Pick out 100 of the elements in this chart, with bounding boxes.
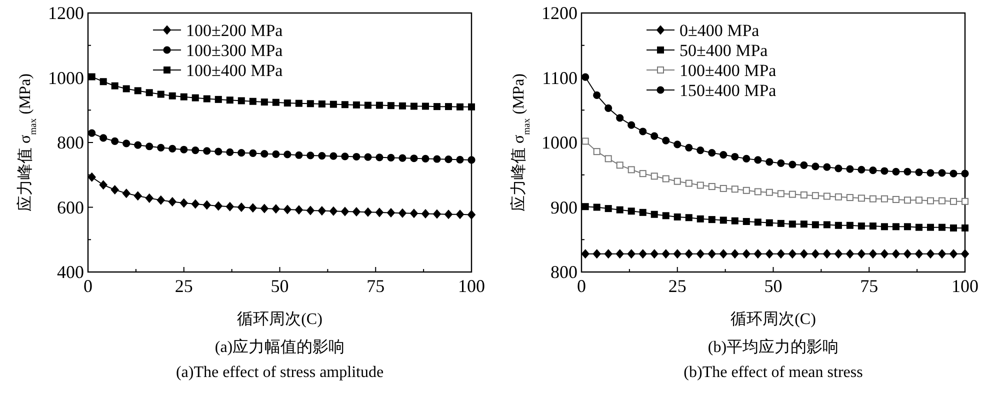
point: [386, 208, 395, 218]
point: [456, 210, 464, 219]
point: [869, 195, 876, 202]
point: [294, 205, 303, 214]
x-tick-label: 50: [270, 276, 289, 296]
legend-label: 150±400 MPa: [680, 81, 777, 100]
point: [892, 223, 900, 230]
point: [283, 205, 292, 214]
point: [788, 220, 796, 228]
y-tick-label: 900: [550, 197, 578, 218]
point: [616, 162, 624, 169]
point: [330, 100, 337, 108]
point: [306, 152, 314, 160]
point: [330, 152, 338, 160]
point: [592, 249, 601, 258]
point: [616, 114, 624, 122]
point: [846, 165, 854, 173]
point: [938, 197, 946, 204]
point: [950, 170, 958, 178]
point: [180, 93, 188, 100]
point: [456, 156, 464, 164]
point: [191, 200, 200, 209]
point: [961, 249, 969, 258]
point: [800, 191, 808, 198]
point: [581, 249, 590, 258]
point: [892, 168, 900, 176]
x-tick-label: 100: [458, 276, 485, 296]
point: [157, 90, 164, 98]
point: [765, 249, 774, 258]
point: [628, 121, 636, 129]
point: [639, 208, 646, 216]
point: [352, 207, 360, 216]
legend-label: 100±200 MPa: [186, 21, 284, 40]
point: [593, 91, 601, 100]
point: [914, 249, 923, 258]
point: [202, 200, 211, 210]
point: [238, 97, 245, 104]
point: [284, 100, 291, 107]
point: [146, 89, 153, 96]
point: [375, 208, 384, 217]
point: [134, 141, 142, 149]
point: [260, 98, 268, 106]
point: [950, 198, 957, 205]
point: [776, 249, 785, 258]
text: (a)应力幅值的影响: [214, 338, 345, 356]
point: [398, 154, 406, 162]
point: [926, 224, 934, 231]
point: [766, 219, 773, 226]
point: [145, 194, 154, 203]
point: [604, 104, 612, 112]
point: [962, 224, 968, 232]
point: [88, 129, 96, 137]
point: [938, 224, 946, 231]
point: [811, 249, 820, 258]
point: [168, 197, 176, 206]
point: [238, 149, 246, 157]
point: [604, 249, 612, 258]
point: [708, 249, 716, 258]
point: [846, 194, 854, 202]
point: [639, 128, 647, 136]
point: [398, 208, 406, 218]
legend-label: 100±400 MPa: [186, 61, 284, 80]
point: [122, 85, 130, 92]
point: [456, 103, 464, 110]
point: [249, 149, 257, 157]
point: [742, 186, 750, 194]
point: [168, 92, 176, 100]
point: [387, 154, 395, 162]
point: [168, 144, 176, 152]
point: [962, 198, 968, 205]
x-axis-title: 循环周次(C): [237, 311, 322, 328]
point: [376, 154, 384, 162]
point: [249, 98, 256, 105]
point: [800, 249, 808, 258]
point: [674, 213, 681, 220]
point: [823, 192, 830, 200]
point: [880, 223, 888, 230]
point: [306, 206, 314, 215]
point: [777, 159, 785, 168]
point: [192, 146, 200, 154]
point: [868, 249, 877, 258]
point: [444, 103, 452, 110]
point: [421, 209, 430, 218]
point: [422, 102, 429, 110]
point: [100, 134, 108, 142]
point: [433, 155, 441, 163]
point: [410, 102, 418, 110]
point: [604, 205, 612, 212]
point: [237, 202, 246, 212]
point: [904, 223, 911, 230]
point: [685, 214, 692, 222]
point: [720, 151, 728, 159]
point: [961, 170, 969, 178]
point: [639, 170, 646, 178]
point: [720, 184, 727, 192]
point: [88, 73, 96, 80]
y-tick-label: 1200: [48, 3, 84, 23]
point: [364, 208, 372, 217]
point: [398, 102, 406, 110]
point: [938, 249, 946, 258]
